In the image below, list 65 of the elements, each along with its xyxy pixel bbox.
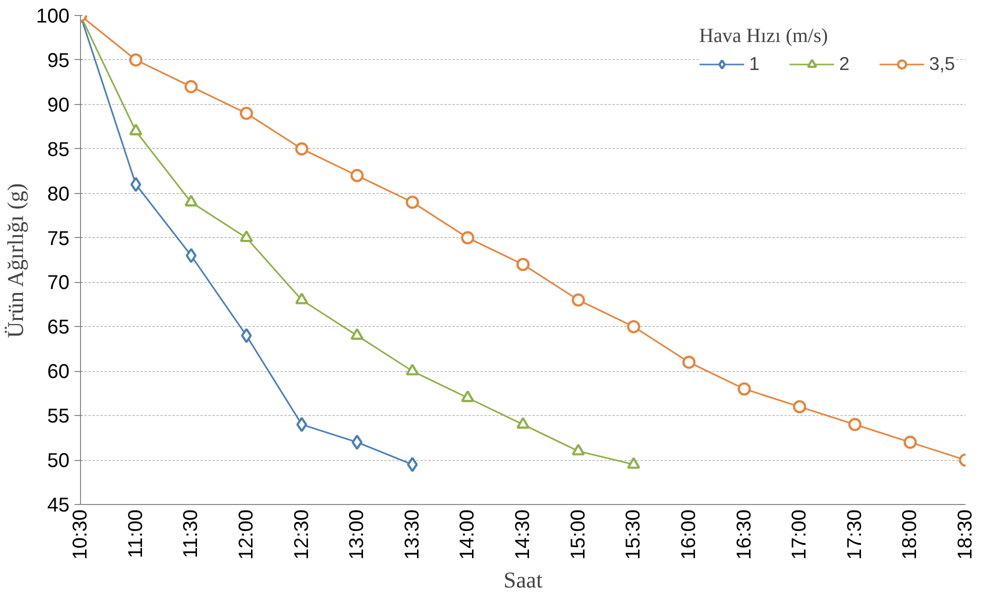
y-tick-label: 90 [47,94,70,116]
x-tick-label: 16:30 [733,509,756,560]
point [627,320,640,334]
y-tick-label: 70 [47,272,70,294]
y-tick-label: 85 [47,138,70,161]
x-tick-label: 11:00 [124,509,147,558]
legend-label: 2 [839,53,850,75]
x-tick-label: 18:00 [899,509,922,560]
legend-label: 1 [749,53,760,75]
x-tick-label: 16:00 [678,509,700,560]
point [350,328,364,340]
point [240,230,254,242]
point [848,418,862,432]
point [406,456,418,472]
point [295,292,308,304]
x-tick-label: 17:30 [844,509,866,560]
point [184,194,198,206]
y-tick-label: 75 [47,228,70,250]
y-tick-label: 80 [47,183,70,206]
point [904,436,917,449]
x-tick-label: 13:30 [401,509,424,560]
point [129,53,142,67]
x-tick-label: 17:00 [788,509,811,560]
x-axis-title: Saat [503,568,544,593]
point [406,364,419,376]
point [572,293,585,307]
x-tick-label: 15:00 [567,509,590,560]
point [240,106,254,120]
y-tick-label: 60 [47,361,70,384]
y-axis-title: Ürün Ağırlığı (g) [3,183,28,338]
point [516,258,530,272]
point [296,416,308,432]
y-tick-label: 65 [47,316,70,339]
y-tick-label: 45 [47,494,70,516]
y-tick-label: 55 [47,406,70,428]
point [738,382,751,396]
point [184,80,198,94]
point [352,434,362,450]
point [186,248,197,264]
point [295,142,308,156]
y-tick-label: 50 [47,450,70,472]
point [792,400,806,414]
y-tick-label: 100 [36,6,70,28]
x-tick-label: 12:00 [235,509,258,560]
point [130,176,142,192]
point [516,417,530,429]
point [406,196,419,209]
x-tick-label: 15:30 [622,509,645,560]
x-tick-label: 18:30 [954,509,976,560]
x-tick-label: 14:00 [456,509,479,560]
point [682,356,696,369]
point [461,231,474,244]
point [350,168,364,182]
point [572,444,585,456]
y-tick-label: 95 [47,50,70,72]
point [461,390,474,402]
legend-title: Hava Hızı (m/s) [699,25,829,48]
x-tick-label: 13:00 [346,509,368,560]
point [627,457,640,469]
legend-label: 3,5 [929,53,955,75]
x-tick-label: 10:30 [70,509,92,560]
point [129,124,142,136]
x-tick-label: 12:30 [290,509,313,560]
x-tick-label: 14:30 [512,509,534,560]
x-tick-label: 11:30 [180,509,202,558]
